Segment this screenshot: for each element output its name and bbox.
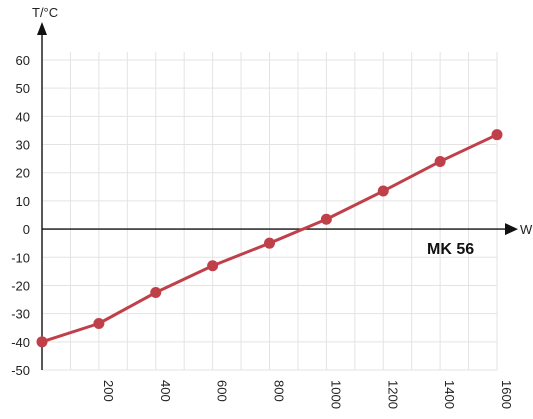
data-point <box>150 287 162 298</box>
data-point <box>491 129 503 141</box>
y-tick-label: -10 <box>11 250 30 265</box>
y-tick-label: -50 <box>11 363 30 378</box>
y-tick-label: 50 <box>16 81 30 96</box>
x-tick-label: 200 <box>101 380 116 402</box>
data-point <box>264 237 275 249</box>
y-tick-label: -20 <box>11 278 30 293</box>
grid <box>42 52 498 371</box>
data-point <box>207 260 219 272</box>
data-point <box>434 155 446 167</box>
y-tick-label: 10 <box>16 194 30 209</box>
y-tick-label: -30 <box>11 307 30 322</box>
x-axis-title: W <box>520 222 533 237</box>
x-tick-label: 1200 <box>385 380 400 409</box>
x-tick-label: 800 <box>272 380 287 402</box>
y-axis-arrow <box>37 22 47 35</box>
y-tick-label: 20 <box>16 166 30 181</box>
x-tick-label: 600 <box>215 380 230 402</box>
data-point <box>93 318 105 329</box>
y-tick-label: 30 <box>16 138 30 153</box>
x-axis-arrow <box>505 223 518 236</box>
data-point <box>36 336 48 348</box>
data-point <box>377 185 389 197</box>
x-tick-label: 1000 <box>328 380 343 409</box>
y-axis-title: T/°C <box>32 5 58 20</box>
y-tick-label: -40 <box>11 335 30 350</box>
x-tick-label: 400 <box>158 380 173 402</box>
x-tick-label: 1400 <box>442 380 457 409</box>
y-tick-label: 0 <box>23 222 30 237</box>
x-tick-label: 1600 <box>499 380 514 409</box>
y-tick-label: 40 <box>16 109 30 124</box>
x-axis-ticks: 200 400 600 800 1000 1200 1400 1600 <box>101 380 514 409</box>
axes <box>37 22 518 370</box>
data-point <box>320 213 332 225</box>
series-group <box>36 129 503 348</box>
y-tick-label: 60 <box>16 53 30 68</box>
y-axis-ticks: 60 50 40 30 20 10 0 -10 -20 -30 -40 -50 <box>11 53 30 378</box>
series-label: MK 56 <box>427 241 474 258</box>
